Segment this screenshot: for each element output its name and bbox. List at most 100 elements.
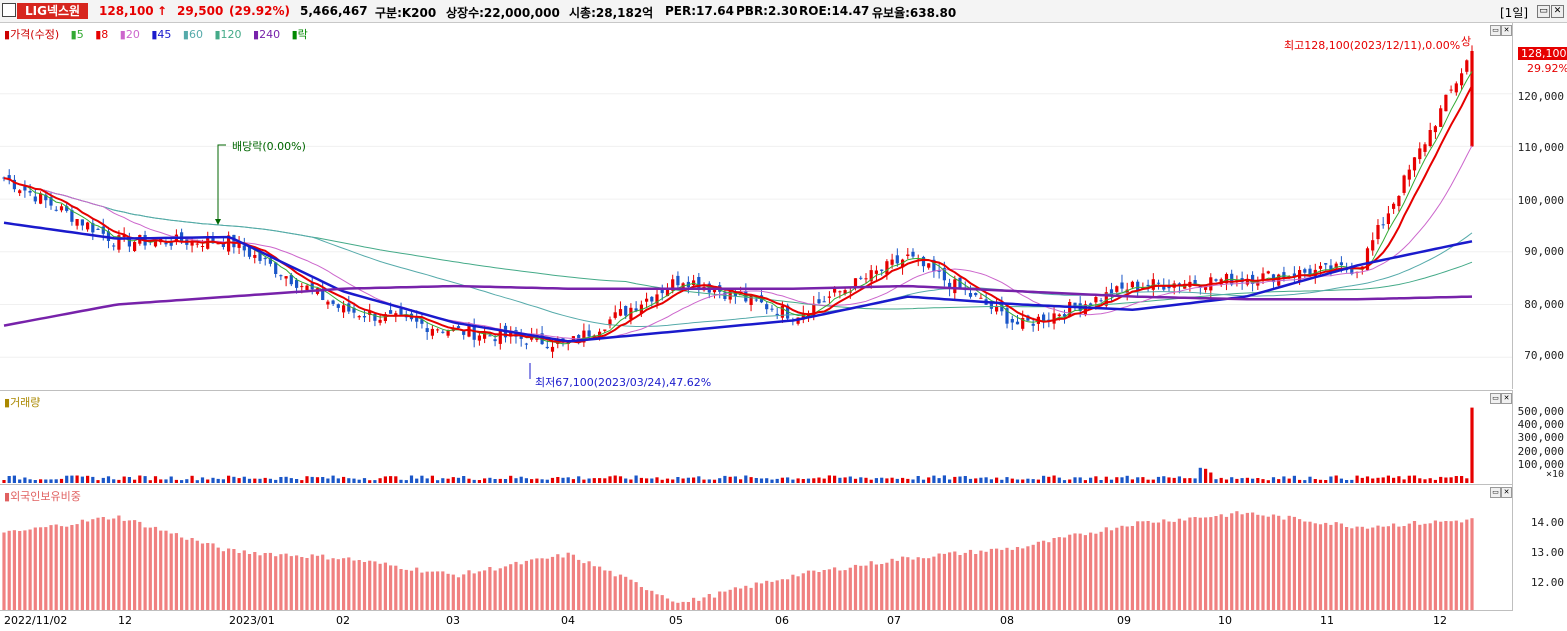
volume-bar xyxy=(1444,477,1448,483)
price-candle xyxy=(853,278,858,288)
volume-bar xyxy=(409,475,414,483)
foreign-ratio-bar xyxy=(681,601,685,610)
volume-bar xyxy=(739,479,743,483)
y-label-70000: 70,000 xyxy=(1524,349,1564,362)
volume-bar xyxy=(901,477,905,483)
legend-ma5[interactable]: ▮5 xyxy=(70,28,84,41)
price-candle xyxy=(7,175,11,181)
volume-bar xyxy=(1136,477,1140,483)
volume-value: 5,466,467 xyxy=(300,4,368,18)
price-candle xyxy=(1339,262,1343,266)
price-candle xyxy=(550,346,555,352)
foreign-ratio-bar xyxy=(916,557,920,610)
foreign-ratio-bar xyxy=(1089,532,1093,610)
price-candle xyxy=(1277,274,1281,286)
volume-bar xyxy=(28,479,32,483)
legend-ma20[interactable]: ▮20 xyxy=(119,28,140,41)
volume-bar xyxy=(1397,476,1401,483)
foreign-ratio-bar xyxy=(1303,521,1307,610)
volume-bar xyxy=(561,477,565,483)
volume-bar xyxy=(629,479,633,483)
price-candle xyxy=(1412,157,1417,171)
volume-bar xyxy=(639,477,643,483)
volume-bar xyxy=(451,477,455,483)
foreign-ratio-bar xyxy=(1345,527,1349,610)
dividend-pointer xyxy=(217,144,226,223)
stock-name-badge[interactable]: LIG넥스원 xyxy=(17,3,89,19)
foreign-ratio-bar xyxy=(153,526,158,610)
price-candle xyxy=(1418,148,1422,160)
price-candle xyxy=(498,329,502,344)
legend-ma240[interactable]: ▮240 xyxy=(253,28,281,41)
price-candle xyxy=(1083,304,1087,316)
price-candle xyxy=(509,332,513,337)
period-selector[interactable]: [1일] xyxy=(1500,6,1529,20)
stock-info-bar: LIG넥스원 128,100 ↑ 29,500 (29.92%) 5,466,4… xyxy=(0,0,1567,23)
legend-price[interactable]: ▮가격(수정) xyxy=(4,28,60,41)
foreign-ratio-bar xyxy=(932,556,936,610)
price-candle xyxy=(822,301,826,303)
price-candle xyxy=(995,305,999,312)
panel-close-icon[interactable]: ✕ xyxy=(1501,25,1512,36)
foreign-ratio-bar xyxy=(817,572,821,610)
price-candle xyxy=(1130,281,1134,288)
volume-bar xyxy=(963,476,967,483)
foreign-ratio-bar xyxy=(754,582,758,610)
price-candle xyxy=(1324,263,1328,265)
foreign-legend[interactable]: ▮외국인보유비중 xyxy=(4,490,81,503)
legend-ma120[interactable]: ▮120 xyxy=(214,28,242,41)
price-candle xyxy=(75,219,79,226)
stock-select-checkbox[interactable] xyxy=(2,3,16,17)
x-label: 02 xyxy=(336,614,350,627)
price-candle xyxy=(200,246,205,247)
legend-ex-dividend[interactable]: ▮락 xyxy=(291,28,308,41)
foreign-ratio-bar xyxy=(347,557,351,610)
volume-bar xyxy=(112,479,116,483)
foreign-ownership-panel[interactable]: ▮외국인보유비중 ▭ ✕ xyxy=(0,484,1513,611)
price-candle xyxy=(1465,60,1469,72)
foreign-ratio-bar xyxy=(671,601,675,610)
foreign-ratio-bar xyxy=(1329,524,1333,610)
foreign-ratio-bar xyxy=(995,548,999,610)
panel-maximize-icon[interactable]: ▭ xyxy=(1490,25,1501,36)
volume-bar xyxy=(634,475,638,483)
foreign-ratio-bar xyxy=(1198,517,1202,610)
foreign-ratio-bar xyxy=(895,560,899,610)
current-price: 128,100 xyxy=(99,4,154,18)
volume-bar xyxy=(681,478,685,483)
foreign-ratio-bar xyxy=(399,569,403,610)
foreign-maximize-icon[interactable]: ▭ xyxy=(1490,487,1501,498)
price-candle xyxy=(54,209,58,211)
price-candle xyxy=(206,237,210,249)
close-icon[interactable]: ✕ xyxy=(1551,5,1564,18)
volume-bar xyxy=(749,477,753,483)
legend-ma8[interactable]: ▮8 xyxy=(95,28,109,41)
ma240-line xyxy=(3,284,1473,327)
volume-legend[interactable]: ▮거래량 xyxy=(4,396,41,409)
pbr-value: PBR:2.30 xyxy=(736,4,798,18)
volume-bar xyxy=(472,479,476,483)
volume-panel[interactable]: ▮거래량 ▭ ✕ xyxy=(0,390,1513,484)
volume-maximize-icon[interactable]: ▭ xyxy=(1490,393,1501,404)
legend-ma45[interactable]: ▮45 xyxy=(151,28,172,41)
foreign-close-icon[interactable]: ✕ xyxy=(1501,487,1512,498)
legend-ma60[interactable]: ▮60 xyxy=(182,28,203,41)
volume-bar xyxy=(1162,476,1166,483)
price-candle xyxy=(477,335,481,341)
volume-bar xyxy=(2,480,6,483)
price-candle xyxy=(1094,297,1098,303)
foreign-ratio-bar xyxy=(1026,546,1030,610)
foreign-ratio-bar xyxy=(331,558,335,610)
price-candle xyxy=(1073,302,1077,307)
foreign-ratio-bar xyxy=(838,570,842,610)
volume-bar xyxy=(352,478,356,483)
foreign-ratio-bar xyxy=(812,570,816,610)
foreign-ratio-bar xyxy=(1167,521,1171,610)
price-candle xyxy=(70,210,74,222)
price-candle xyxy=(1256,282,1260,286)
price-panel[interactable]: ▮가격(수정) ▮5 ▮8 ▮20 ▮45 ▮60 ▮120 ▮240 ▮락 ▭… xyxy=(0,23,1513,389)
volume-close-icon[interactable]: ✕ xyxy=(1501,393,1512,404)
volume-bar xyxy=(906,478,910,483)
foreign-ratio-bar xyxy=(1282,519,1286,610)
restore-icon[interactable]: ▭ xyxy=(1537,5,1550,18)
